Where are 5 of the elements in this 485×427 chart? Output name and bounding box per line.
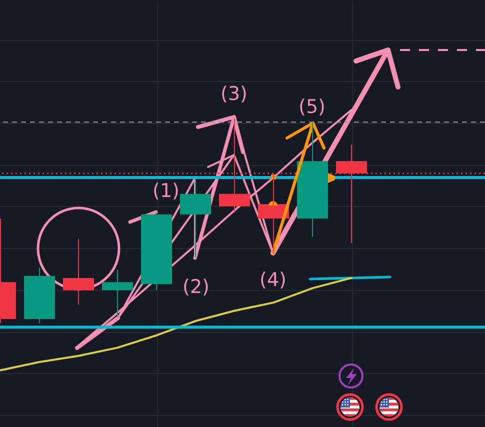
annotation: (2) [182,276,210,298]
annotation: (4) [260,269,286,291]
text: (5) [298,96,326,118]
text: (3) [220,83,248,105]
annotation: (1) [152,180,180,202]
